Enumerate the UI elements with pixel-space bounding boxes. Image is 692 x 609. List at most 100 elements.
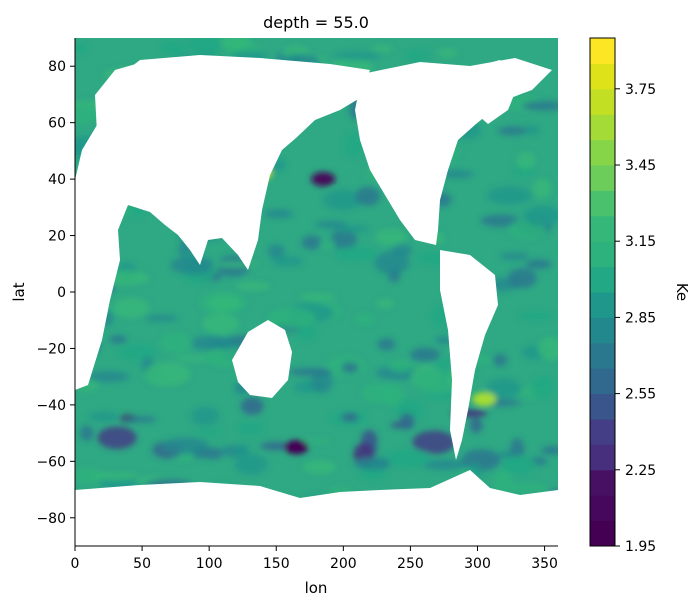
colorbar-band xyxy=(590,292,615,318)
field-highlight xyxy=(311,172,336,187)
field-highlight xyxy=(472,392,497,407)
colorbar-band xyxy=(590,419,615,445)
x-tick-label: 0 xyxy=(71,556,80,572)
field-patch xyxy=(501,454,537,475)
y-tick-label: 60 xyxy=(48,116,66,132)
field-patch xyxy=(480,214,521,227)
field-patch xyxy=(532,375,553,400)
field-patch xyxy=(353,457,390,471)
x-tick-label: 300 xyxy=(464,556,491,572)
field-patch xyxy=(97,426,137,450)
colorbar-band xyxy=(590,38,615,64)
x-tick-label: 200 xyxy=(330,556,357,572)
field-patch xyxy=(234,453,268,475)
field-patch xyxy=(236,443,250,458)
field-patch xyxy=(158,41,188,55)
colorbar-band xyxy=(590,495,615,522)
colorbar-band xyxy=(590,63,615,90)
field-patch xyxy=(538,337,558,361)
x-tick-label: 150 xyxy=(263,556,290,572)
field-patch xyxy=(440,169,474,179)
colorbar-band xyxy=(590,190,615,217)
field-patch xyxy=(272,255,304,267)
colorbar-band xyxy=(590,520,615,547)
colorbar-band xyxy=(590,139,615,166)
y-axis-label: lat xyxy=(10,282,28,301)
colorbar-tick-label: 3.75 xyxy=(625,82,656,98)
field-patch xyxy=(333,51,382,61)
colorbar-label: Ke xyxy=(673,283,691,301)
field-patch xyxy=(88,411,120,422)
land-mask xyxy=(75,55,558,546)
field-patch xyxy=(75,42,88,54)
x-tick-label: 50 xyxy=(133,556,151,572)
field-patch xyxy=(330,229,357,251)
field-patch xyxy=(197,429,224,436)
field-patch xyxy=(388,359,413,373)
field-patch xyxy=(355,186,381,206)
field-patch xyxy=(298,293,337,301)
field-patch xyxy=(532,178,552,199)
colorbar-band xyxy=(590,266,615,293)
field-patch xyxy=(301,235,323,250)
colorbar-tick-label: 3.15 xyxy=(625,234,656,250)
colorbar-band xyxy=(590,215,615,242)
y-tick-label: 40 xyxy=(48,172,66,188)
field-patch xyxy=(493,353,508,367)
colorbar-band xyxy=(590,469,615,496)
field-patch xyxy=(522,101,558,111)
field-patch xyxy=(518,311,554,321)
field-patch xyxy=(188,38,223,55)
y-tick-label: −80 xyxy=(36,511,66,527)
field-patch xyxy=(75,105,102,125)
field-patch xyxy=(302,460,337,474)
field-patch xyxy=(302,438,332,445)
y-tick-label: 80 xyxy=(48,59,66,75)
field-patch xyxy=(361,383,397,403)
field-patch xyxy=(191,406,220,426)
field-patch xyxy=(264,209,293,219)
field-patch xyxy=(161,437,209,454)
x-axis-label: lon xyxy=(305,579,328,597)
field-patch xyxy=(359,468,385,481)
field-patch xyxy=(422,459,468,470)
colorbar-band xyxy=(590,342,615,369)
field-patch xyxy=(202,312,240,335)
field-patch xyxy=(525,259,552,269)
field-patch xyxy=(344,133,364,157)
land-north-america xyxy=(355,58,552,245)
colorbar-band xyxy=(590,114,615,141)
field-patch xyxy=(435,336,453,345)
field-patch xyxy=(540,445,558,455)
colorbar-band xyxy=(590,88,615,115)
chart-title: depth = 55.0 xyxy=(263,13,369,32)
colorbar-tick-label: 2.85 xyxy=(625,310,656,326)
field-patch xyxy=(524,125,540,135)
field-patch xyxy=(144,362,191,387)
land-asia xyxy=(95,55,370,270)
field-patch xyxy=(437,48,458,58)
field-patch xyxy=(371,45,394,53)
field-patch xyxy=(80,425,94,441)
field-patch xyxy=(315,220,347,229)
colorbar-tick-label: 3.45 xyxy=(625,158,656,174)
field-patch xyxy=(220,38,251,51)
field-patch xyxy=(240,397,264,415)
field-patch xyxy=(341,412,359,423)
field-patch xyxy=(486,378,522,399)
field-patch xyxy=(323,189,363,210)
field-patch xyxy=(109,335,127,344)
field-patch xyxy=(416,370,455,394)
y-tick-label: 0 xyxy=(57,285,66,301)
x-tick-label: 250 xyxy=(397,556,424,572)
field-patch xyxy=(507,268,537,289)
field-patch xyxy=(412,430,456,454)
y-axis-ticks: −80 −60 −40 −20 0 20 40 60 80 xyxy=(36,59,75,527)
colorbar-frame xyxy=(589,37,616,547)
field-patch xyxy=(86,371,130,383)
field-patch xyxy=(268,307,316,329)
colorbar-band xyxy=(590,165,615,191)
field-patch xyxy=(238,422,265,435)
colorbar-band xyxy=(590,393,615,420)
